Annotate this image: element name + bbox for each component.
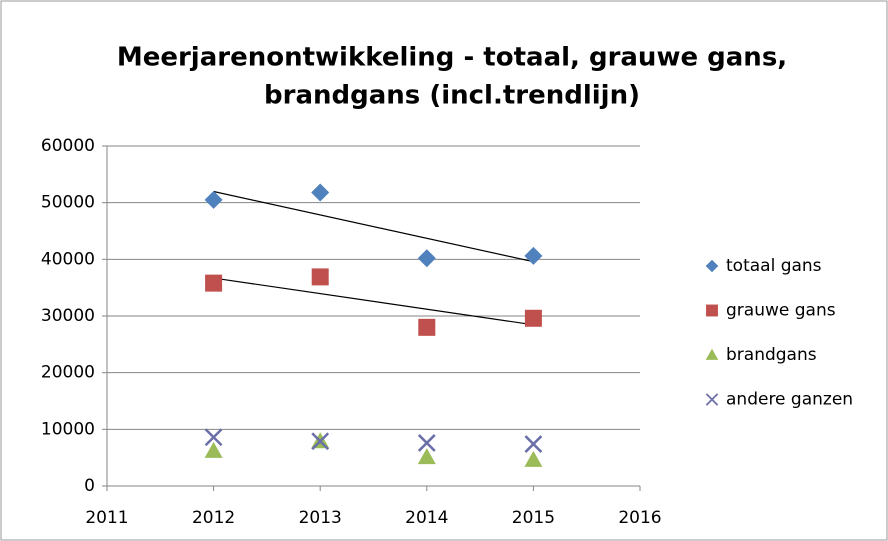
marker	[204, 441, 223, 458]
legend-label: grauwe gans	[726, 301, 836, 321]
marker	[705, 348, 719, 360]
y-tick-label: 30000	[41, 306, 95, 326]
trendline	[213, 190, 534, 263]
marker	[204, 428, 223, 447]
trendline	[213, 277, 534, 326]
marker	[204, 190, 223, 209]
x-tick-label: 2015	[512, 508, 555, 528]
y-tick-label: 20000	[41, 363, 95, 383]
marker	[417, 448, 436, 465]
y-tick-label: 0	[84, 476, 95, 496]
y-tick-label: 50000	[41, 193, 95, 213]
x-tick-label: 2013	[299, 508, 342, 528]
x-tick-label: 2016	[618, 508, 661, 528]
marker	[311, 268, 329, 286]
marker	[417, 434, 436, 452]
legend-label: brandgans	[726, 345, 817, 365]
y-tick-label: 60000	[41, 136, 95, 156]
marker	[311, 183, 330, 202]
chart-title: Meerjarenontwikkeling - totaal, grauwe g…	[117, 43, 787, 73]
marker	[311, 432, 330, 451]
marker	[524, 435, 543, 453]
x-tick-label: 2011	[85, 508, 128, 528]
marker	[418, 318, 436, 336]
marker	[417, 249, 436, 268]
x-tick-label: 2012	[192, 508, 235, 528]
legend-label: totaal gans	[726, 256, 822, 276]
y-tick-label: 40000	[41, 249, 95, 269]
chart-title: brandgans (incl.trendlijn)	[264, 81, 640, 111]
marker	[524, 450, 543, 467]
marker	[705, 393, 719, 406]
marker	[706, 304, 718, 317]
marker	[524, 309, 542, 327]
marker	[524, 246, 543, 265]
marker	[205, 274, 223, 292]
legend-label: andere ganzen	[726, 390, 853, 410]
y-tick-label: 10000	[41, 419, 95, 439]
x-tick-label: 2014	[405, 508, 448, 528]
